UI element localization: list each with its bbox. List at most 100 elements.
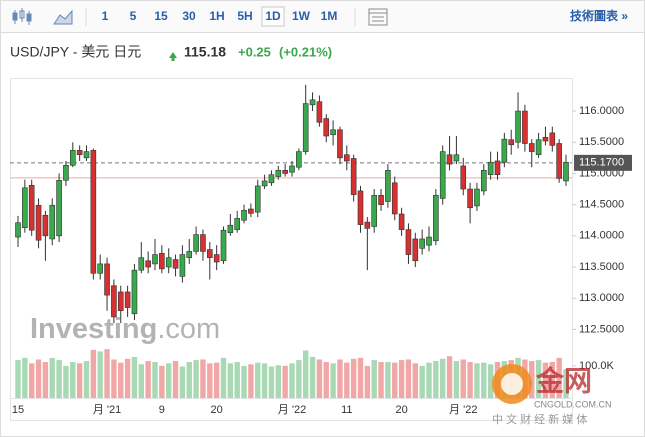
candle-body [152, 254, 158, 265]
interval-button[interactable]: 5 [130, 9, 137, 23]
volume-bar [83, 361, 90, 398]
volume-bar [460, 359, 466, 398]
candle-body [138, 257, 145, 271]
volume-bar [70, 362, 76, 398]
interval-button[interactable]: 5H [237, 9, 252, 23]
volume-bar [563, 369, 569, 398]
candle-body [111, 285, 117, 318]
volume-bar [556, 357, 562, 398]
volume-bar [309, 356, 316, 398]
candle-body [480, 170, 487, 192]
candle-body [446, 154, 453, 165]
volume-bar [357, 357, 364, 398]
technical-chart-link[interactable]: 技術圖表 » [570, 8, 628, 23]
volume-bar [227, 363, 234, 398]
plot-frame [10, 78, 573, 421]
volume-bar [316, 359, 323, 398]
volume-bar [474, 363, 480, 398]
interval-button[interactable]: 1M [321, 9, 338, 23]
candle-body [49, 204, 56, 240]
volume-bar [234, 362, 240, 398]
candle-body [275, 170, 282, 177]
volume-bar [193, 360, 199, 398]
y-tick-label: 113.5000 [579, 261, 624, 273]
area-icon[interactable] [53, 9, 73, 25]
volume-bar [344, 362, 350, 398]
candle-body [316, 101, 323, 123]
volume-bar [282, 365, 288, 398]
interval-button[interactable]: 1D [265, 9, 281, 23]
candle-body [124, 291, 131, 308]
y-tick-label: 114.5000 [579, 199, 624, 211]
interval-button[interactable]: 1H [209, 9, 224, 23]
volume-bar [289, 363, 295, 398]
candle-body [104, 263, 110, 296]
candle-body [350, 158, 357, 195]
candle-body [556, 143, 562, 179]
volume-bar [56, 360, 62, 398]
candle-body [213, 254, 220, 263]
y-tick-label: 112.5000 [579, 323, 624, 335]
candle-body [268, 174, 275, 184]
volume-bar [159, 365, 165, 398]
y-tick-label: 116.0000 [579, 105, 624, 117]
volume-bar [419, 365, 425, 398]
candle-body [563, 161, 569, 182]
candle-body [419, 238, 425, 249]
x-tick-label: 9 [159, 404, 165, 416]
volume-bar [118, 362, 124, 398]
volume-bar [275, 365, 281, 398]
candle-body [179, 254, 186, 277]
x-tick-label: 15 [12, 404, 24, 416]
x-tick-label: 月 '22 [449, 404, 477, 416]
candle-body [289, 165, 295, 173]
volume-bar [549, 362, 555, 398]
candle-body [508, 139, 515, 146]
volume-bar [330, 363, 336, 398]
candle-body [172, 259, 179, 269]
candle-body [337, 129, 343, 159]
candle-body [405, 229, 412, 255]
table-icon[interactable] [368, 8, 388, 26]
volume-bar [364, 365, 371, 398]
x-tick-label: 11 [341, 404, 352, 416]
x-tick-label: 20 [395, 404, 407, 416]
candle-body [159, 252, 165, 270]
logo-name: 金网 [535, 364, 592, 396]
interval-button[interactable]: 1 [102, 9, 109, 23]
candle-body [542, 136, 549, 142]
candle-body [97, 263, 103, 274]
interval-button[interactable]: 1W [292, 9, 311, 23]
instrument-title: USD/JPY - 美元 日元 [10, 44, 141, 60]
candle-body [220, 229, 227, 262]
candle-body [371, 194, 378, 227]
volume-bar [29, 363, 35, 398]
price: 115.18 [184, 44, 226, 60]
volume-bar [207, 363, 213, 398]
interval-button[interactable]: 15 [154, 9, 168, 23]
candle-body [56, 180, 62, 237]
interval-button[interactable]: 30 [182, 9, 196, 23]
y-tick-label: 113.0000 [579, 292, 624, 304]
candle-body [515, 110, 521, 143]
candle-body [433, 194, 439, 242]
candle-body [309, 99, 316, 106]
volume-bar [487, 364, 494, 398]
volume-bar [261, 363, 268, 398]
x-tick-label: 20 [211, 404, 223, 416]
candle-body [487, 161, 494, 175]
volume-bar [440, 358, 446, 398]
x-tick-label: 月 '21 [93, 404, 121, 416]
volume-bar [35, 359, 42, 398]
candle-body [412, 238, 419, 262]
candle-body [254, 185, 261, 213]
change-percent: (+0.21%) [279, 44, 332, 59]
volume-bar [15, 360, 21, 398]
candle-body [261, 180, 268, 187]
candle-body [117, 291, 124, 311]
candle-body [227, 224, 234, 234]
x-tick-label: 月 '22 [278, 404, 306, 416]
volume-bar [398, 360, 405, 398]
candle-icon[interactable] [12, 8, 32, 25]
volume-bar [124, 358, 131, 398]
